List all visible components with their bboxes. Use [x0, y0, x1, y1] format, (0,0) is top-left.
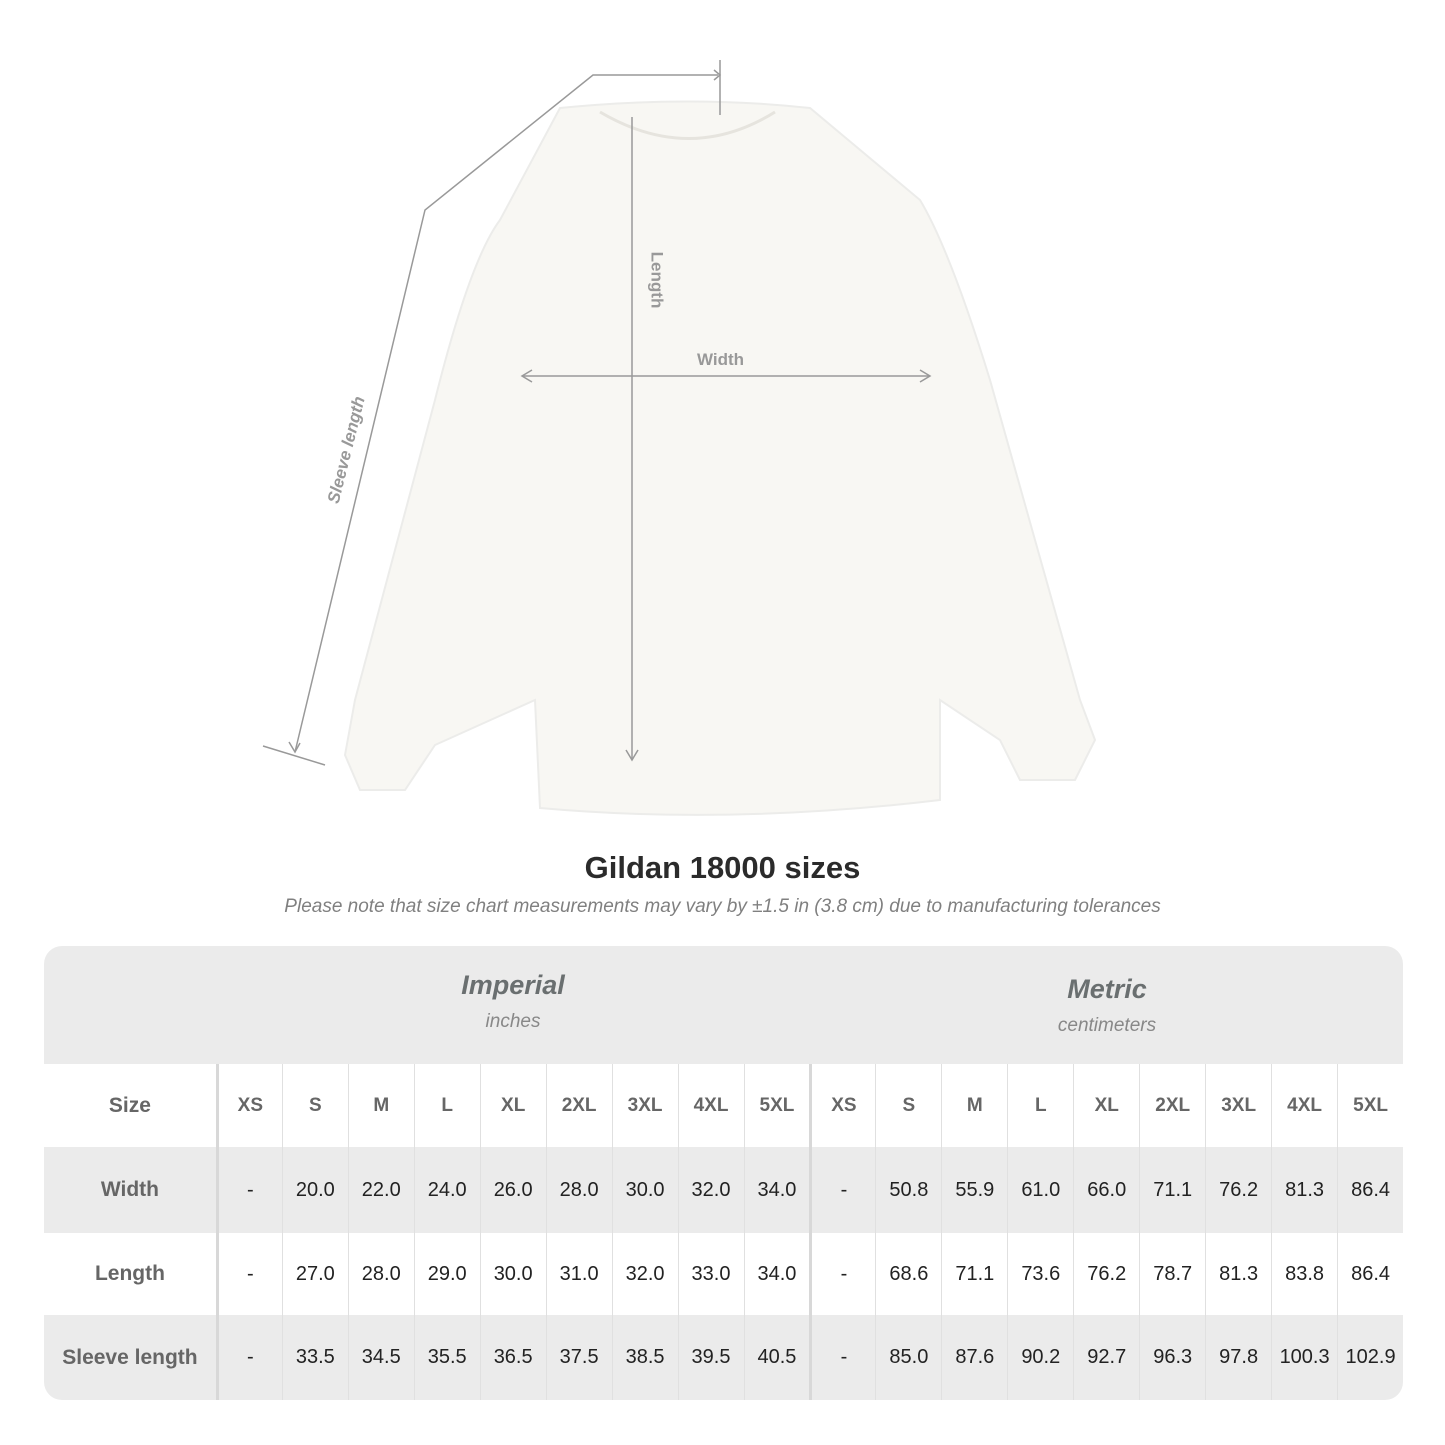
cell-imperial: 26.0: [479, 1147, 546, 1233]
cell-metric: 71.1: [1139, 1147, 1205, 1233]
size-header-imperial: 5XL: [743, 1064, 810, 1147]
cell-metric: 86.4: [1337, 1233, 1403, 1315]
cell-imperial: 32.0: [611, 1233, 678, 1315]
cell-imperial: 27.0: [281, 1233, 348, 1315]
cell-metric: 71.1: [941, 1233, 1007, 1315]
size-header-imperial: L: [413, 1064, 480, 1147]
cell-imperial: 24.0: [413, 1147, 480, 1233]
cell-imperial: 31.0: [545, 1233, 612, 1315]
size-header-metric: M: [941, 1064, 1007, 1147]
imperial-header: Imperial inches: [461, 970, 565, 1032]
cell-imperial: 28.0: [545, 1147, 612, 1233]
cell-metric: 96.3: [1139, 1315, 1205, 1400]
cell-imperial: 35.5: [413, 1315, 480, 1400]
cell-imperial: -: [215, 1147, 282, 1233]
cell-metric: 102.9: [1337, 1315, 1403, 1400]
size-table: Imperial inches Metric centimeters Size X…: [44, 946, 1403, 1400]
cell-imperial: 38.5: [611, 1315, 678, 1400]
cell-metric: 50.8: [875, 1147, 941, 1233]
cell-metric: 92.7: [1073, 1315, 1139, 1400]
size-header-imperial: 4XL: [677, 1064, 744, 1147]
cell-metric: -: [809, 1233, 875, 1315]
size-header-imperial: M: [347, 1064, 414, 1147]
size-header-metric: XS: [809, 1064, 875, 1147]
table-row: Width -20.0 22.0 24.0 26.0 28.0 30.0 32.0 34.0-5…: [44, 1147, 1403, 1233]
cell-imperial: 33.0: [677, 1233, 744, 1315]
size-header-metric: S: [875, 1064, 941, 1147]
cell-imperial: 34.0: [743, 1233, 810, 1315]
table-row: Sleeve length -33.5 34.5 35.5 36.5 37.5 38.5 39…: [44, 1315, 1403, 1400]
cell-metric: 68.6: [875, 1233, 941, 1315]
cell-metric: 86.4: [1337, 1147, 1403, 1233]
size-header-imperial: 2XL: [545, 1064, 612, 1147]
size-header-imperial: S: [281, 1064, 348, 1147]
sweatshirt-diagram: [262, 60, 1097, 816]
cell-imperial: 36.5: [479, 1315, 546, 1400]
size-header-metric: 2XL: [1139, 1064, 1205, 1147]
cell-metric: 76.2: [1073, 1233, 1139, 1315]
cell-metric: -: [809, 1315, 875, 1400]
size-header-imperial: XS: [215, 1064, 282, 1147]
cell-imperial: 28.0: [347, 1233, 414, 1315]
cell-imperial: 34.0: [743, 1147, 810, 1233]
cell-metric: 85.0: [875, 1315, 941, 1400]
size-header-imperial: XL: [479, 1064, 546, 1147]
cell-imperial: 34.5: [347, 1315, 414, 1400]
row-label: Length: [94, 1262, 165, 1285]
metric-header: Metric centimeters: [1057, 974, 1157, 1036]
unit-header: [44, 946, 1403, 1064]
size-header-metric: L: [1007, 1064, 1073, 1147]
size-header-imperial: 3XL: [611, 1064, 678, 1147]
cell-metric: 90.2: [1007, 1315, 1073, 1400]
size-header-metric: XL: [1073, 1064, 1139, 1147]
cell-metric: 83.8: [1271, 1233, 1337, 1315]
cell-imperial: 20.0: [281, 1147, 348, 1233]
cell-metric: 78.7: [1139, 1233, 1205, 1315]
page-title: Gildan 18000 sizes: [584, 850, 861, 885]
cell-metric: 81.3: [1271, 1147, 1337, 1233]
cell-imperial: 39.5: [677, 1315, 744, 1400]
sweatshirt-image: [343, 100, 1097, 816]
cell-imperial: -: [215, 1233, 282, 1315]
width-label: Width: [697, 350, 745, 369]
cell-imperial: 30.0: [611, 1147, 678, 1233]
cell-imperial: 22.0: [347, 1147, 414, 1233]
cell-imperial: 37.5: [545, 1315, 612, 1400]
size-header-metric: 4XL: [1271, 1064, 1337, 1147]
cell-metric: 61.0: [1007, 1147, 1073, 1233]
length-label: Length: [647, 251, 667, 309]
cell-metric: 66.0: [1073, 1147, 1139, 1233]
row-label: Sleeve length: [62, 1345, 198, 1369]
cell-metric: 87.6: [941, 1315, 1007, 1400]
tolerance-note: Please note that size chart measurements…: [284, 896, 1161, 917]
table-row: Length -27.0 28.0 29.0 30.0 31.0 32.0 33.0 34.0-…: [44, 1233, 1403, 1315]
cell-imperial: 32.0: [677, 1147, 744, 1233]
measure-lines: [262, 60, 932, 766]
cell-metric: -: [809, 1147, 875, 1233]
size-header-label: Size: [108, 1093, 151, 1117]
cell-metric: 97.8: [1205, 1315, 1271, 1400]
cell-imperial: 29.0: [413, 1233, 480, 1315]
size-header-metric: 5XL: [1337, 1064, 1403, 1147]
cell-metric: 81.3: [1205, 1233, 1271, 1315]
row-label: Width: [100, 1178, 159, 1201]
cell-metric: 76.2: [1205, 1147, 1271, 1233]
cell-imperial: 30.0: [479, 1233, 546, 1315]
cell-metric: 55.9: [941, 1147, 1007, 1233]
cell-imperial: 33.5: [281, 1315, 348, 1400]
cell-imperial: 40.5: [743, 1315, 810, 1400]
size-header-row: Size XS S M L XL 2XL 3XL 4XL 5XL XS S M L XL 2XL 3XL 4XL 5…: [44, 1064, 1403, 1147]
cell-metric: 73.6: [1007, 1233, 1073, 1315]
cell-metric: 100.3: [1271, 1315, 1337, 1400]
cell-imperial: -: [215, 1315, 282, 1400]
size-header-metric: 3XL: [1205, 1064, 1271, 1147]
